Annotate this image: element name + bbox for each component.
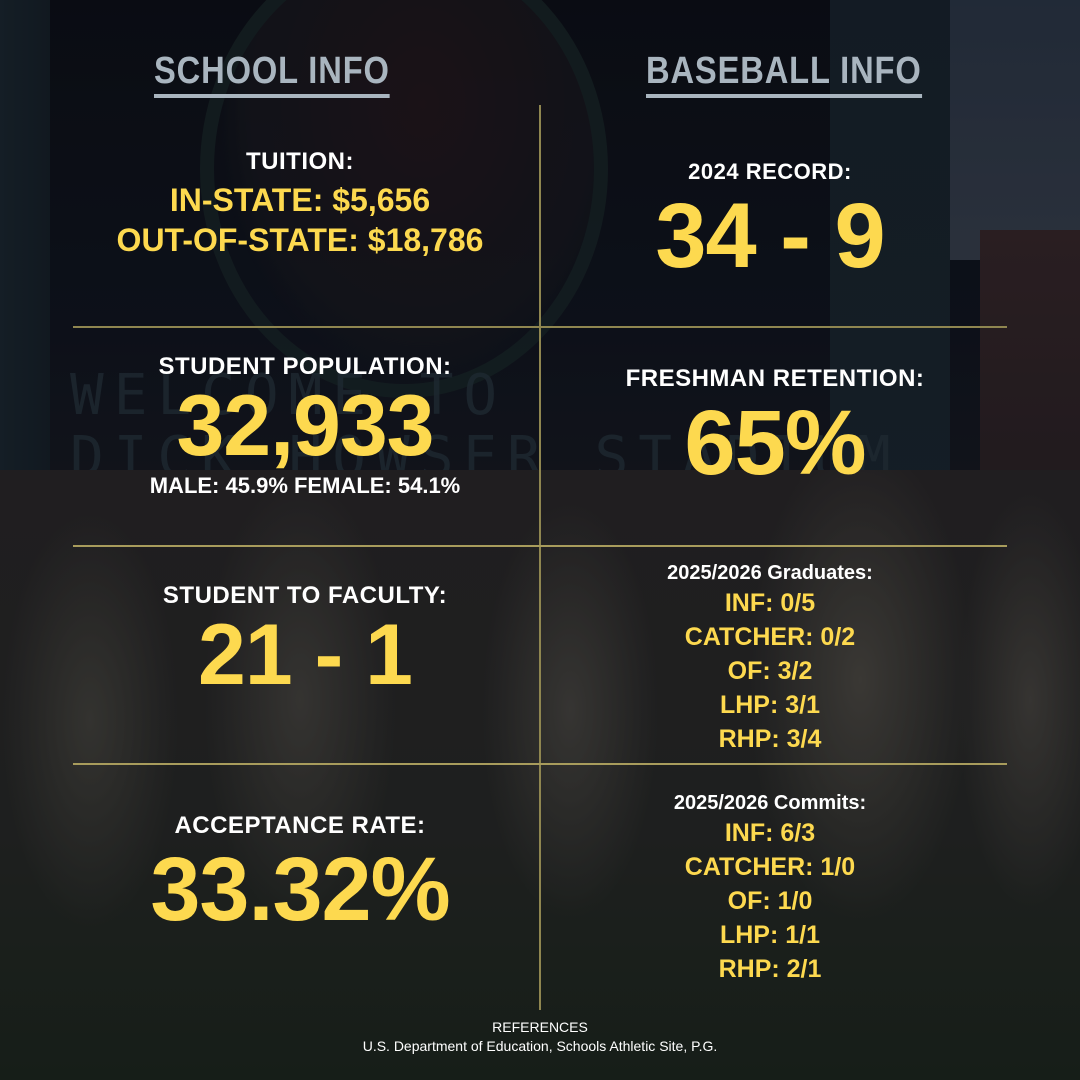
commits-block: 2025/2026 Commits: INF: 6/3 CATCHER: 1/0… — [560, 790, 980, 986]
commits-item: INF: 6/3 — [724, 819, 816, 847]
commits-item: LHP: 1/1 — [719, 921, 821, 949]
graduates-item: INF: 0/5 — [724, 589, 816, 617]
references: REFERENCES U.S. Department of Education,… — [0, 1018, 1080, 1056]
record-block: 2024 RECORD: 34 - 9 — [545, 158, 995, 286]
scoreboard-frame-right — [830, 0, 950, 560]
retention-value: 65% — [684, 392, 866, 494]
record-value: 34 - 9 — [655, 185, 885, 287]
tuition-block: TUITION: IN-STATE: $5,656 OUT-OF-STATE: … — [60, 148, 540, 260]
student-faculty-block: STUDENT TO FACULTY: 21 - 1 — [70, 582, 540, 700]
horizontal-divider — [73, 763, 1007, 765]
record-label: 2024 RECORD: — [688, 159, 852, 184]
scoreboard-frame-left — [0, 0, 50, 560]
graduates-item: RHP: 3/4 — [718, 725, 822, 753]
commits-label: 2025/2026 Commits: — [673, 792, 867, 814]
graduates-item: CATCHER: 0/2 — [684, 623, 856, 651]
acceptance-label: ACCEPTANCE RATE: — [174, 812, 426, 839]
commits-item: CATCHER: 1/0 — [684, 853, 856, 881]
graduates-block: 2025/2026 Graduates: INF: 0/5 CATCHER: 0… — [560, 560, 980, 756]
graduates-item: LHP: 3/1 — [719, 691, 821, 719]
in-state-tuition: IN-STATE: $5,656 — [169, 182, 431, 218]
horizontal-divider — [73, 545, 1007, 547]
vertical-divider — [539, 105, 541, 1010]
baseball-info-heading: BASEBALL INFO — [646, 50, 922, 98]
commits-item: RHP: 2/1 — [718, 955, 822, 983]
retention-label: FRESHMAN RETENTION: — [625, 365, 925, 392]
graduates-label: 2025/2026 Graduates: — [667, 562, 873, 584]
tuition-label: TUITION: — [246, 148, 354, 175]
graduates-item: OF: 3/2 — [727, 657, 813, 685]
references-title: REFERENCES — [492, 1019, 588, 1035]
school-info-heading: SCHOOL INFO — [154, 50, 390, 98]
student-faculty-label: STUDENT TO FACULTY: — [162, 582, 448, 609]
population-block: STUDENT POPULATION: 32,933 MALE: 45.9% F… — [70, 353, 540, 499]
horizontal-divider — [73, 326, 1007, 328]
population-label: STUDENT POPULATION: — [158, 353, 452, 380]
retention-block: FRESHMAN RETENTION: 65% — [545, 365, 1005, 493]
student-faculty-value: 21 - 1 — [198, 607, 413, 703]
out-of-state-tuition: OUT-OF-STATE: $18,786 — [116, 222, 484, 258]
population-value: 32,933 — [176, 378, 434, 474]
commits-item: OF: 1/0 — [727, 887, 813, 915]
references-text: U.S. Department of Education, Schools At… — [362, 1038, 718, 1054]
acceptance-value: 33.32% — [150, 840, 450, 940]
gender-split: MALE: 45.9% FEMALE: 54.1% — [149, 473, 461, 498]
acceptance-block: ACCEPTANCE RATE: 33.32% — [60, 812, 540, 940]
sky — [950, 0, 1080, 260]
